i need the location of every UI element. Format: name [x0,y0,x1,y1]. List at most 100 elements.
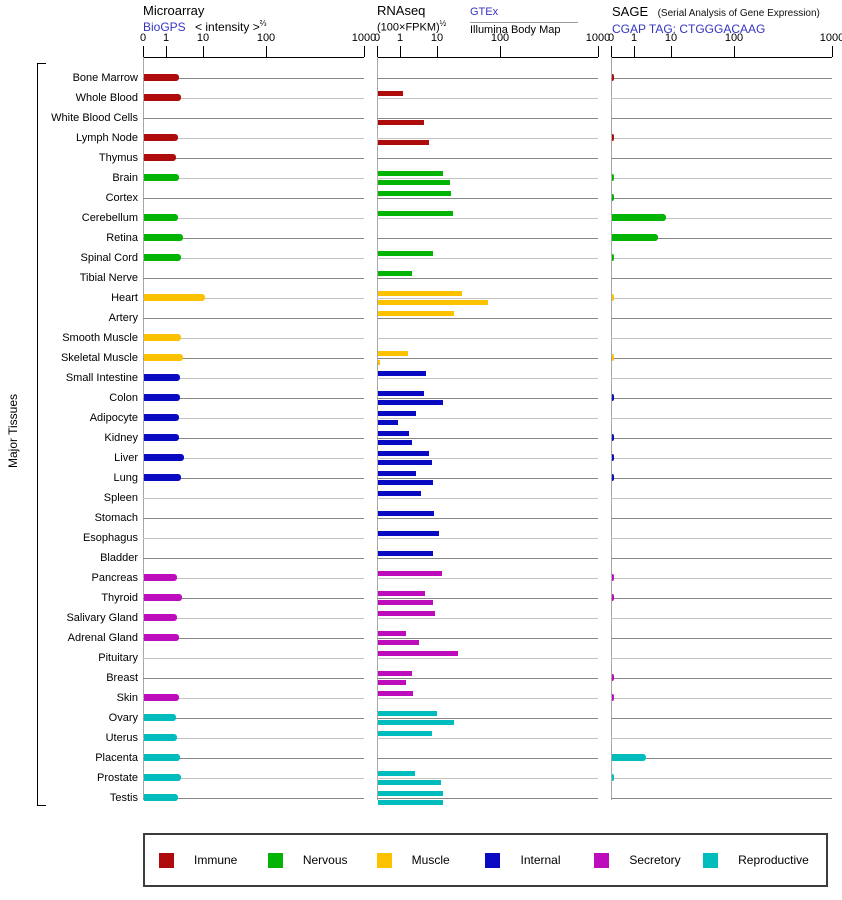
tissue-label: Salivary Gland [66,612,138,624]
row-line [143,218,364,219]
microarray-bar [144,454,185,461]
legend-item-reproductive: Reproductive [703,852,812,868]
row-line [143,738,364,739]
rnaseq-gtex-bar [378,671,413,676]
tissue-label: Lymph Node [76,132,138,144]
microarray-bar [144,734,178,741]
row-line [143,458,364,459]
gtex-link[interactable]: GTEx [470,6,499,18]
tissue-label: Prostate [97,772,138,784]
row-line [143,798,364,799]
microarray-bar [144,614,178,621]
rnaseq-gtex-bar [378,451,429,456]
row-line [143,398,364,399]
tissue-label: Small Intestine [65,372,138,384]
rnaseq-gtex-bar [378,411,416,416]
rnaseq-axis-tick [500,46,501,57]
sage-axis-tick [634,46,635,57]
row-line [377,598,598,599]
row-line [611,498,832,499]
sage-bar [612,774,614,781]
rnaseq-gtex-bar [378,191,451,196]
rnaseq-gtex-bar [378,691,413,696]
rnaseq-scale-label: (100×FPKM)½ [377,19,447,34]
rnaseq-axis-tick [377,46,378,57]
tissue-label: Thymus [98,152,138,164]
sage-axis-line [611,57,832,58]
sage-bar [612,454,615,461]
row-line [143,178,364,179]
sage-title: SAGE [612,4,649,19]
tissue-label: Artery [108,312,138,324]
sage-axis-tick-label: 1 [630,32,638,44]
sage-subtitle: (Serial Analysis of Gene Expression) [657,8,820,19]
row-line [143,118,364,119]
rnaseq-title: RNAseq [377,3,426,18]
rnaseq-gtex-bar [378,531,440,536]
tissue-label: White Blood Cells [51,112,138,124]
tissue-label: Pituitary [98,652,138,664]
rnaseq-illumina-bar [378,140,429,145]
row-line [611,598,832,599]
row-line [143,498,364,499]
tissue-label: Breast [106,672,138,684]
row-line [143,138,364,139]
row-line [611,458,832,459]
legend-item-internal: Internal [485,852,594,868]
legend-item-immune: Immune [159,852,268,868]
sage-bar [612,354,614,361]
row-line [143,758,364,759]
row-line [611,378,832,379]
rnaseq-gtex-bar [378,471,416,476]
row-line [611,278,832,279]
rnaseq-gtex-bar [378,311,455,316]
tissue-label: Kidney [104,432,138,444]
legend-item-secretory: Secretory [594,852,703,868]
tissue-label: Esophagus [82,532,138,544]
microarray-bar [144,74,179,81]
row-line [377,398,598,399]
row-line [143,258,364,259]
row-line [611,618,832,619]
rnaseq-axis-tick-label: 100 [490,32,510,44]
row-line [611,738,832,739]
microarray-header: Microarray BioGPS < intensity >⅔ [143,3,266,34]
tissue-label: Whole Blood [75,92,138,104]
rnaseq-illumina-bar [378,440,413,445]
legend-label-immune: Immune [194,853,238,867]
rnaseq-gtex-bar [378,771,416,776]
row-line [611,798,832,799]
row-line [377,698,598,699]
sage-bar [612,754,647,761]
rnaseq-gtex-bar [378,431,410,436]
microarray-bar [144,414,179,421]
row-line [143,338,364,339]
microarray-bar [144,394,180,401]
sage-axis-tick [671,46,672,57]
row-line [377,478,598,479]
microarray-title: Microarray [143,3,205,18]
tissue-label: Skeletal Muscle [60,352,138,364]
microarray-bar [144,794,179,801]
rnaseq-illumina-bar [378,800,443,805]
rnaseq-axis-tick [598,46,599,57]
rnaseq-illumina-bar [378,180,450,185]
row-line [377,138,598,139]
legend-label-internal: Internal [520,853,561,867]
row-line [377,238,598,239]
sage-axis-tick [734,46,735,57]
row-line [377,318,598,319]
row-line [377,638,598,639]
row-line [377,438,598,439]
row-line [377,498,598,499]
microarray-bar [144,94,182,101]
row-line [143,558,364,559]
biogps-link[interactable]: BioGPS [143,20,186,34]
rnaseq-axis-tick [437,46,438,57]
row-line [377,738,598,739]
tissue-label: Ovary [108,712,138,724]
cgap-tag-link[interactable]: CGAP TAG: CTGGGACAAG [612,22,766,36]
row-line [143,658,364,659]
tissue-label: Smooth Muscle [62,332,138,344]
rnaseq-illumina-bar [378,400,443,405]
